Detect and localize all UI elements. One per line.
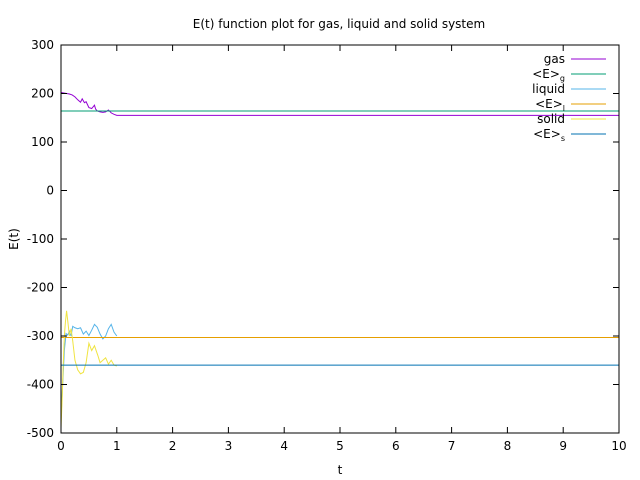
- series-line-gas: [60, 92, 619, 116]
- y-tick-label: -400: [27, 378, 54, 392]
- axis-ticks: 0 1 2 3 4 5 6 7 8 9 10 300 200 100 0 -100 -200 -300 -400 -5…: [27, 38, 627, 453]
- x-tick-label: 7: [448, 439, 456, 453]
- legend-label-mean-g: <E>g: [532, 67, 565, 83]
- y-tick-label: -300: [27, 329, 54, 343]
- y-tick-label: -100: [27, 232, 54, 246]
- x-tick-label: 8: [504, 439, 512, 453]
- legend-label-mean-s: <E>s: [533, 127, 565, 143]
- legend-label-solid: solid: [537, 112, 565, 126]
- x-tick-label: 5: [336, 439, 344, 453]
- plot-area: [60, 92, 619, 429]
- y-tick-label: 0: [46, 184, 54, 198]
- y-tick-label: -200: [27, 281, 54, 295]
- x-tick-label: 6: [392, 439, 400, 453]
- x-tick-label: 10: [611, 439, 626, 453]
- y-tick-label: -500: [27, 426, 54, 440]
- y-tick-label: 300: [31, 38, 54, 52]
- y-axis-label: E(t): [7, 228, 21, 250]
- series-line-liquid: [60, 323, 118, 419]
- x-tick-label: 1: [113, 439, 121, 453]
- y-tick-label: 200: [31, 87, 54, 101]
- legend-label-mean-l: <E>l: [535, 97, 565, 113]
- plot-border: [60, 44, 620, 434]
- legend-label-gas: gas: [544, 52, 565, 66]
- x-tick-label: 9: [559, 439, 567, 453]
- x-tick-label: 3: [225, 439, 233, 453]
- series-line-solid: [60, 310, 117, 429]
- legend-label-liquid: liquid: [532, 82, 565, 96]
- chart-title: E(t) function plot for gas, liquid and s…: [193, 17, 485, 31]
- x-tick-label: 4: [280, 439, 288, 453]
- y-tick-label: 100: [31, 135, 54, 149]
- x-tick-label: 2: [169, 439, 177, 453]
- x-tick-label: 0: [57, 439, 65, 453]
- x-axis-label: t: [338, 463, 343, 477]
